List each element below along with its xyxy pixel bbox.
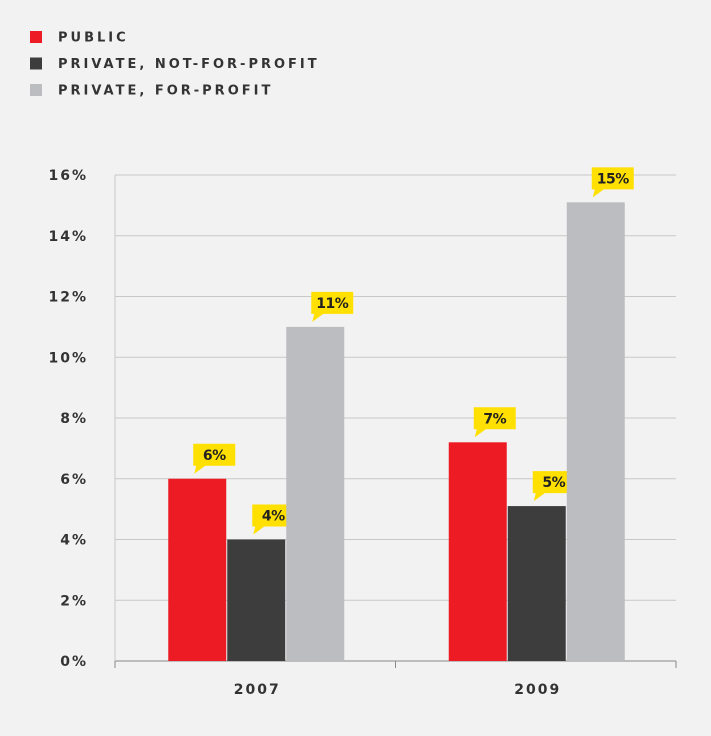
y-tick-label: 12%: [48, 290, 88, 306]
x-tick-label: 2009: [514, 682, 561, 698]
value-label: 6%: [203, 448, 226, 464]
legend-swatch: [30, 31, 42, 43]
value-label: 5%: [542, 475, 565, 491]
legend-swatch: [30, 84, 42, 96]
y-tick-label: 0%: [60, 654, 88, 670]
y-tick-label: 10%: [48, 350, 88, 366]
bar: [566, 202, 625, 661]
y-tick-label: 4%: [60, 533, 88, 549]
legend-label: PUBLIC: [58, 31, 129, 46]
bar: [227, 539, 286, 661]
legend-label: PRIVATE, NOT-FOR-PROFIT: [58, 57, 320, 72]
value-label-box: [473, 407, 516, 438]
y-tick-label: 6%: [60, 472, 88, 488]
legend-label: PRIVATE, FOR-PROFIT: [58, 84, 273, 99]
value-label-box: [532, 471, 575, 502]
bar: [168, 478, 227, 661]
value-label: 11%: [316, 296, 348, 312]
bar: [448, 442, 507, 661]
y-tick-label: 2%: [60, 593, 88, 609]
y-tick-label: 8%: [60, 411, 88, 427]
value-label-box: [193, 443, 236, 474]
value-label-box: [311, 291, 354, 322]
value-label-box: [591, 167, 634, 198]
value-label: 4%: [262, 509, 285, 525]
value-label-box: [252, 504, 295, 535]
legend-swatch: [30, 57, 42, 70]
y-tick-label: 16%: [48, 168, 88, 184]
value-label: 7%: [483, 411, 506, 427]
y-tick-label: 14%: [48, 229, 88, 245]
x-tick-label: 2007: [234, 682, 281, 698]
bar: [507, 506, 566, 661]
bar: [286, 326, 345, 661]
value-label: 15%: [597, 171, 629, 187]
